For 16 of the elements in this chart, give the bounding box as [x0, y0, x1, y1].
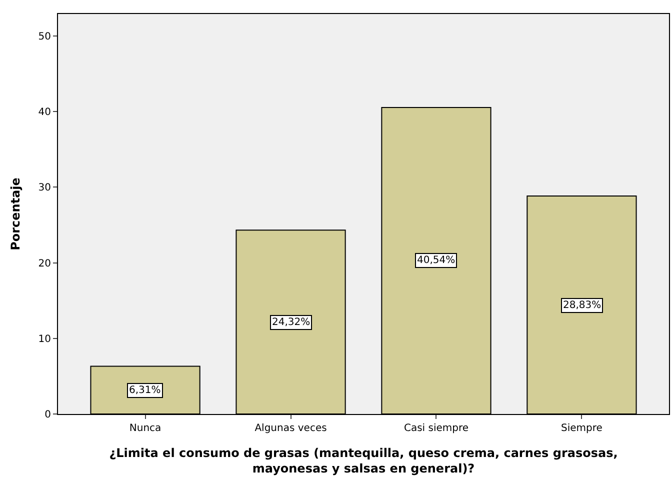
y-tick-label: 50	[38, 31, 51, 42]
data-label: 6,31%	[129, 385, 161, 396]
x-tick-label: Siempre	[561, 423, 602, 434]
x-tick-label: Casi siempre	[404, 423, 469, 434]
y-axis-title: Porcentaje	[8, 178, 23, 250]
y-tick-label: 10	[38, 334, 51, 345]
data-label: 28,83%	[563, 300, 602, 311]
data-label: 40,54%	[417, 255, 456, 266]
data-label: 24,32%	[272, 317, 310, 328]
y-tick-label: 30	[38, 182, 51, 194]
y-tick-label: 20	[38, 258, 51, 270]
y-tick-label: 40	[38, 107, 51, 118]
x-tick-label: Nunca	[129, 423, 162, 434]
x-axis-title: ¿Limita el consumo de grasas (mantequilla, queso crema, carnes grasosas, mayonesas y salsas en general)?	[109, 446, 618, 476]
x-tick-label: Algunas veces	[254, 423, 327, 434]
y-tick-label: 0	[44, 410, 51, 420]
